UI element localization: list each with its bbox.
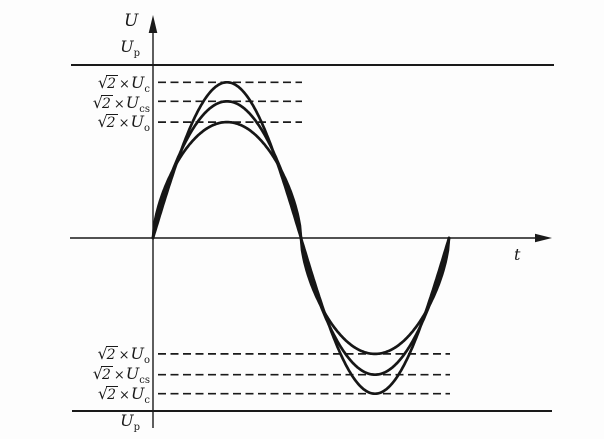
radicand: 2 (105, 346, 118, 363)
u-base: U (125, 364, 140, 383)
y-axis-arrowhead (148, 15, 158, 33)
radicand: 2 (106, 385, 118, 403)
up-label-top: Up (116, 37, 140, 59)
u-base: U (125, 92, 140, 112)
peak-label-bottom-uc: √2 ×Uc (97, 383, 150, 406)
times-sign: × (113, 96, 125, 112)
up-bottom-base: U (120, 411, 134, 430)
u-subscript: cs (139, 103, 150, 115)
radicand: 2 (106, 75, 118, 92)
radicand: 2 (105, 114, 118, 131)
peak-label-bottom-ucs: √2 ×Ucs (92, 364, 150, 386)
u-base: U (130, 112, 144, 131)
u-subscript: c (144, 394, 150, 406)
sqrt-radical-icon: √ (92, 92, 103, 112)
sqrt-radical-icon: √ (92, 364, 103, 383)
times-sign: × (119, 77, 130, 92)
sqrt-radical-icon: √ (97, 112, 108, 131)
sqrt-radical-icon: √ (97, 73, 109, 92)
u-subscript: o (143, 355, 150, 366)
x-axis-label: t (514, 245, 521, 264)
u-subscript: c (144, 84, 150, 95)
peak-label-bottom-uo: √2 ×Uo (97, 344, 150, 366)
up-top-sub: p (133, 48, 140, 59)
up-bottom-sub: p (133, 422, 140, 433)
u-base: U (130, 344, 144, 363)
peak-label-top-ucs: √2 ×Ucs (92, 92, 150, 115)
u-base: U (130, 73, 145, 92)
times-sign: × (119, 387, 130, 403)
sqrt-radical-icon: √ (97, 344, 108, 363)
u-subscript: o (143, 123, 150, 134)
times-sign: × (113, 368, 125, 383)
up-label-bottom: Up (116, 411, 140, 433)
up-top-base: U (120, 37, 134, 56)
waveform-curve-uo (151, 120, 451, 356)
radicand: 2 (100, 366, 113, 383)
times-sign: × (118, 348, 130, 363)
y-axis-label: U (124, 11, 139, 31)
radicand: 2 (100, 94, 113, 112)
u-subscript: cs (139, 375, 150, 386)
peak-label-top-uo: √2 ×Uo (97, 112, 150, 134)
sqrt-radical-icon: √ (97, 383, 109, 403)
x-axis-arrowhead (535, 233, 552, 243)
times-sign: × (118, 116, 130, 131)
peak-label-top-uc: √2 ×Uc (97, 73, 150, 95)
u-base: U (130, 383, 145, 403)
